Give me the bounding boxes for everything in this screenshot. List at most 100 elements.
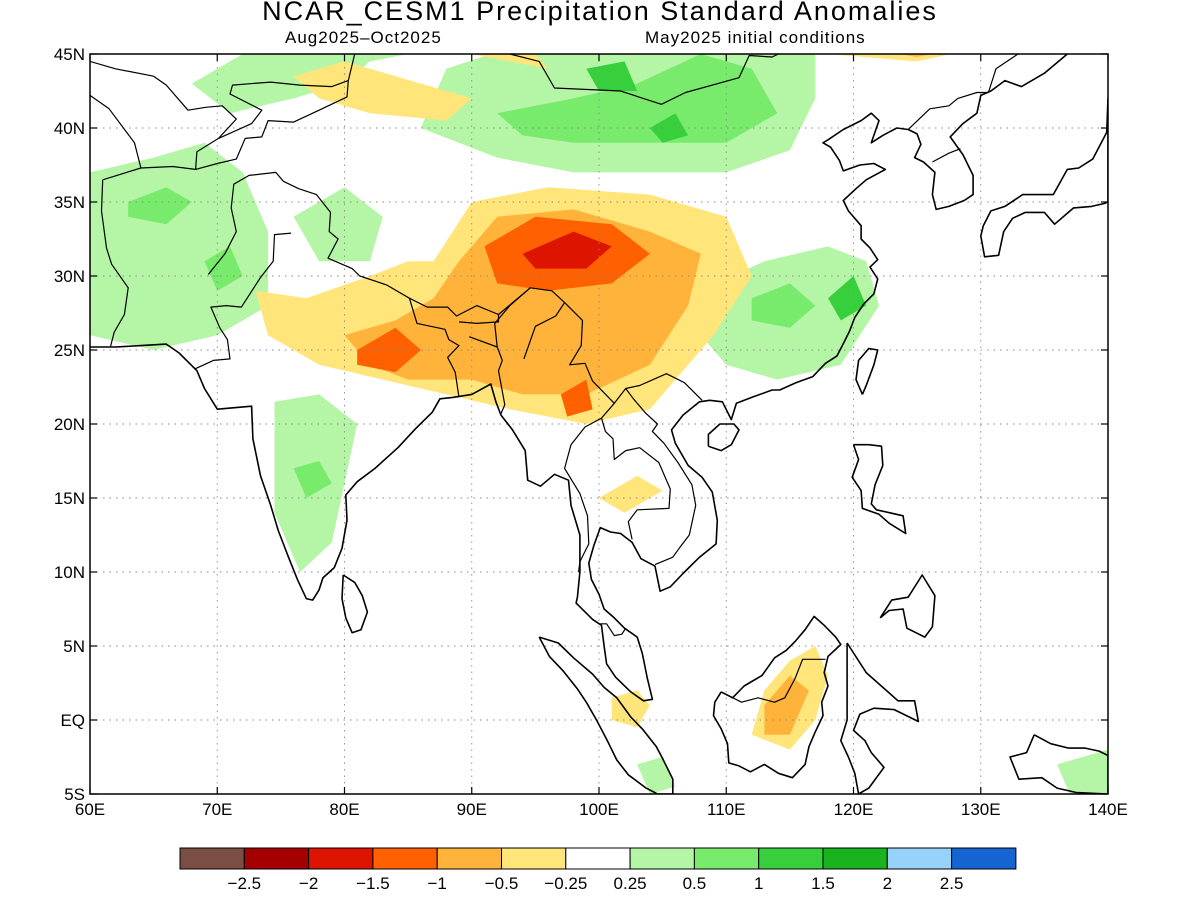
country-border [600, 623, 627, 637]
anomaly-region [293, 187, 383, 262]
y-tick-label: 20N [54, 415, 85, 434]
colorbar-label: −2 [299, 874, 318, 893]
coastline [879, 574, 936, 638]
colorbar-label: 1 [754, 874, 763, 893]
axis-ticks: 60E 70E 80E 90E 100E 110E 120E 130E 140E 45N 40N 35… [54, 45, 1128, 819]
coastline [712, 615, 842, 779]
y-tick-label: 5N [63, 637, 85, 656]
anomaly-region [764, 675, 809, 735]
country-border [907, 91, 989, 130]
colorbar-swatch [565, 847, 631, 870]
coastlines [90, 54, 1108, 794]
country-border [932, 148, 961, 163]
colorbar-swatch [951, 847, 1017, 870]
map-gridlines [90, 54, 1108, 794]
anomaly-region [828, 276, 867, 321]
country-border [563, 417, 602, 573]
anomaly-region [1057, 749, 1108, 794]
anomaly-region [497, 54, 778, 143]
colorbar-swatch [243, 847, 310, 870]
y-tick-label: 40N [54, 119, 85, 138]
coastline [90, 54, 1069, 702]
coastline [855, 347, 879, 395]
colorbar-swatch [886, 847, 953, 870]
country-border [408, 298, 460, 398]
anomaly-region [90, 142, 269, 350]
anomaly-region [611, 690, 650, 728]
chart-title: NCAR_CESM1 Precipitation Standard Anomal… [262, 0, 938, 26]
colorbar-swatch [501, 847, 567, 870]
country-border [600, 402, 671, 540]
colorbar-swatch [436, 847, 503, 870]
anomaly-region [204, 246, 243, 291]
y-tick-label: 30N [54, 267, 85, 286]
anomaly-region [560, 379, 593, 417]
y-tick-label: 25N [54, 341, 85, 360]
coastline [851, 443, 907, 535]
colorbar-label: −0.5 [485, 874, 519, 893]
colorbar-swatch [308, 847, 374, 870]
y-tick-label: 10N [54, 563, 85, 582]
anomaly-region [522, 231, 612, 269]
x-tick-label: 100E [579, 800, 619, 819]
colorbar-label: 1.5 [811, 874, 835, 893]
forecast-period: Aug2025–Oct2025 [285, 28, 442, 47]
colorbar-label: −2.5 [228, 874, 262, 893]
colorbar-label: −1.5 [356, 874, 390, 893]
colorbar-label: 2 [883, 874, 892, 893]
country-border [102, 54, 356, 181]
colorbar-swatch [758, 847, 824, 870]
coastline [839, 642, 920, 794]
coastline [341, 574, 369, 634]
country-border [90, 60, 237, 170]
y-tick-label: 15N [54, 489, 85, 508]
x-tick-label: 130E [961, 800, 1001, 819]
colorbar-swatch [693, 847, 760, 870]
colorbar-label: 0.5 [683, 874, 707, 893]
anomaly-region [586, 61, 638, 91]
x-tick-label: 110E [707, 800, 745, 819]
x-tick-label: 120E [834, 800, 874, 819]
anomaly-region [293, 61, 472, 121]
anomaly-region [599, 475, 663, 513]
y-tick-label: 35N [54, 193, 85, 212]
colorbar: −2.5 −2 −1.5 −1 −0.5 −0.25 0.25 0.5 1 1.5 2 2.5 [179, 847, 1017, 893]
colorbar-label: −0.25 [544, 874, 587, 893]
colorbar-label: 0.25 [614, 874, 647, 893]
coastline [707, 423, 740, 452]
y-tick-label: 45N [54, 45, 85, 64]
anomaly-shading [90, 54, 1108, 794]
x-tick-label: 80E [329, 800, 359, 819]
country-border [987, 54, 1020, 93]
colorbar-label: −1 [428, 874, 447, 893]
coastline [538, 636, 674, 794]
y-tick-label: EQ [60, 711, 85, 730]
y-tick-label: 5S [64, 785, 85, 804]
country-border [90, 94, 142, 169]
country-border [720, 658, 826, 703]
x-tick-label: 140E [1088, 800, 1128, 819]
x-tick-label: 60E [75, 800, 105, 819]
anomaly-region [751, 283, 816, 328]
map-area [90, 54, 1108, 794]
x-tick-label: 90E [457, 800, 487, 819]
anomaly-region [898, 54, 932, 57]
colorbar-swatch [822, 847, 888, 870]
country-border [625, 388, 697, 566]
country-border [100, 179, 129, 348]
country-border [194, 232, 292, 370]
anomaly-region [471, 54, 549, 69]
country-border [468, 336, 506, 414]
colorbar-swatch [179, 847, 245, 870]
country-border [207, 171, 703, 404]
colorbar-swatch [629, 847, 695, 870]
colorbar-swatch [372, 847, 438, 870]
country-border [523, 302, 566, 360]
initial-conditions: May2025 initial conditions [645, 28, 866, 47]
country-border [218, 80, 349, 139]
anomaly-region [128, 187, 192, 225]
anomaly-region [293, 461, 332, 498]
x-tick-label: 70E [202, 800, 232, 819]
country-border [494, 287, 531, 348]
